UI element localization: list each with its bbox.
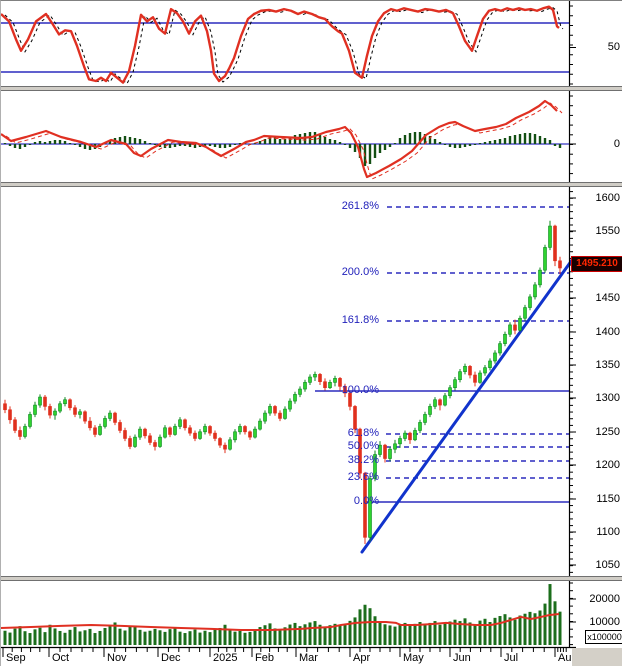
axis-corner — [572, 648, 622, 666]
month-label-sep: Sep — [6, 652, 26, 664]
month-label-oct: Oct — [52, 652, 70, 664]
price-axis-label: 1300 — [595, 392, 620, 404]
month-label-2025: 2025 — [213, 652, 238, 664]
fib-level-label: 50.0% — [347, 440, 379, 452]
price-axis-label: 1550 — [595, 225, 620, 237]
month-label-dec: Dec — [161, 652, 181, 664]
price-axis-label: 1600 — [595, 192, 620, 204]
month-label-mar: Mar — [299, 652, 318, 664]
fib-level-label: 23.6% — [347, 471, 379, 483]
price-axis-label: 1450 — [595, 292, 620, 304]
fib-level-label: 261.8% — [341, 200, 379, 212]
month-label-may: May — [403, 652, 424, 664]
price-axis-label: 1050 — [595, 559, 620, 571]
volume-axis-label: 20000 — [589, 593, 620, 605]
price-axis-label: 1150 — [596, 493, 620, 505]
fib-level-label: 200.0% — [341, 266, 379, 278]
month-label-nov: Nov — [107, 652, 127, 664]
month-label-jun: Jun — [453, 652, 471, 664]
panel-splitter-2[interactable] — [1, 182, 622, 187]
month-label-au: Au — [558, 652, 572, 664]
fib-level-label: 38.2% — [347, 454, 379, 466]
panel-splitter-3[interactable] — [1, 576, 622, 581]
stochastic-axis-label: 50 — [607, 41, 620, 53]
month-label-feb: Feb — [255, 652, 274, 664]
price-axis-label: 1350 — [595, 359, 620, 371]
volume-multiplier-label: x100000 — [585, 630, 622, 644]
last-price-box: 1495.210 — [571, 256, 622, 272]
price-axis-label: 1400 — [595, 326, 620, 338]
fib-level-label: 0.0% — [353, 495, 379, 507]
price-axis-label: 1200 — [595, 459, 620, 471]
price-axis-label: 1100 — [596, 526, 620, 538]
macd-axis-label: 0 — [613, 138, 620, 150]
volume-axis-label: 10000 — [589, 616, 620, 628]
month-label-jul: Jul — [504, 652, 519, 664]
price-axis-label: 1250 — [595, 426, 620, 438]
month-label-apr: Apr — [353, 652, 371, 664]
fib-level-label: 61.8% — [347, 427, 379, 439]
fib-level-label: 161.8% — [341, 314, 379, 326]
panel-splitter-1[interactable] — [1, 86, 622, 91]
fib-level-label: 100.0% — [341, 384, 379, 396]
